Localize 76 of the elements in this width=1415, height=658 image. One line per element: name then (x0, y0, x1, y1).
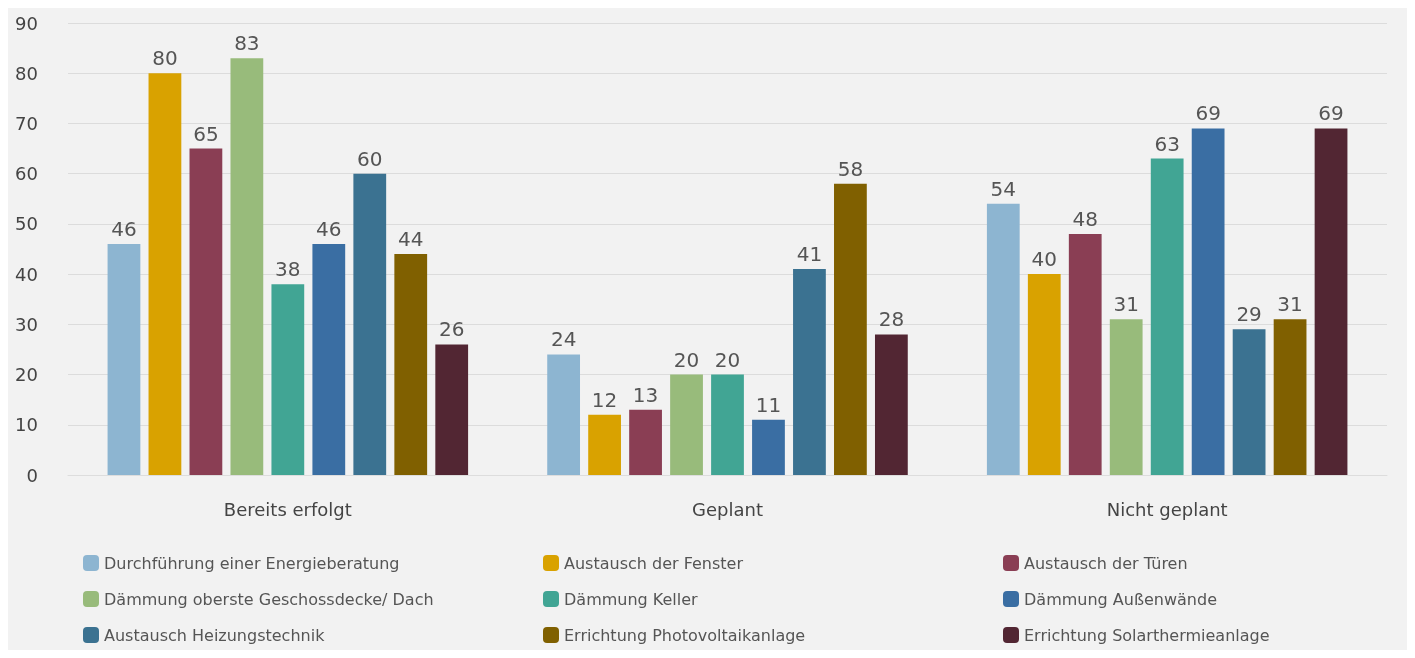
legend-label: Dämmung Außenwände (1024, 589, 1217, 609)
y-tick-label: 40 (15, 263, 38, 285)
bar (107, 243, 141, 475)
bar (1314, 128, 1348, 475)
bar (711, 374, 744, 475)
data-label: 40 (1031, 247, 1057, 272)
bar (547, 354, 581, 475)
data-label: 54 (990, 176, 1017, 201)
legend-label: Dämmung Keller (564, 589, 699, 609)
data-label: 48 (1072, 206, 1098, 231)
data-label: 69 (1195, 101, 1221, 126)
bar (1232, 329, 1266, 475)
data-label: 38 (275, 257, 301, 282)
bar (148, 73, 182, 475)
legend-label: Austausch der Fenster (564, 553, 744, 573)
bar (1191, 128, 1225, 475)
y-tick-label: 30 (15, 313, 38, 335)
data-label: 20 (714, 347, 741, 372)
bar (834, 183, 867, 475)
y-tick-label: 60 (15, 163, 38, 185)
data-label: 58 (837, 156, 864, 181)
y-tick-label: 90 (15, 12, 38, 34)
bar (230, 58, 264, 475)
data-label: 29 (1236, 302, 1262, 327)
data-label: 12 (591, 387, 618, 412)
bar (1150, 158, 1184, 475)
legend-label: Austausch der Türen (1024, 553, 1188, 573)
x-tick-label: Bereits erfolgt (223, 498, 352, 520)
data-label: 11 (755, 392, 782, 417)
data-label: 60 (357, 146, 383, 171)
bar (670, 374, 703, 475)
legend-label: Durchführung einer Energieberatung (104, 553, 400, 573)
y-tick-label: 0 (26, 464, 38, 486)
data-label: 83 (234, 31, 260, 56)
data-label: 24 (550, 327, 577, 352)
data-label: 26 (438, 317, 465, 342)
bar (752, 419, 785, 475)
bar (353, 173, 387, 475)
bar (629, 409, 662, 475)
data-label: 20 (673, 347, 700, 372)
data-label: 13 (632, 382, 659, 407)
bar (1068, 233, 1102, 475)
legend-label: Dämmung oberste Geschossdecke/ Dach (104, 589, 434, 609)
bar (312, 243, 346, 475)
bar (271, 284, 305, 475)
data-label: 46 (316, 216, 342, 241)
bar (1027, 274, 1061, 475)
bar (986, 203, 1020, 475)
bar (394, 254, 428, 475)
y-tick-label: 80 (15, 62, 38, 84)
data-label: 44 (398, 227, 424, 252)
data-label: 80 (152, 46, 178, 71)
y-tick-label: 10 (15, 414, 38, 436)
legend-label: Errichtung Photovoltaikanlage (564, 625, 806, 645)
bar (793, 269, 826, 475)
bar (874, 334, 908, 475)
x-tick-label: Nicht geplant (1106, 498, 1228, 520)
data-label: 69 (1318, 101, 1344, 126)
y-tick-label: 20 (15, 364, 38, 386)
y-tick-label: 50 (15, 213, 38, 235)
data-label: 65 (193, 121, 219, 146)
bar (1273, 319, 1307, 475)
bar (1109, 319, 1143, 475)
data-label: 31 (1277, 292, 1303, 317)
bar (435, 344, 469, 475)
legend-label: Errichtung Solarthermieanlage (1024, 625, 1270, 645)
data-label: 31 (1113, 292, 1139, 317)
x-tick-label: Geplant (692, 498, 763, 520)
bar (189, 148, 223, 475)
data-label: 28 (878, 307, 905, 332)
legend-label: Austausch Heizungstechnik (104, 625, 326, 645)
y-tick-label: 70 (15, 112, 38, 134)
bar (588, 414, 621, 475)
data-label: 46 (111, 216, 137, 241)
data-label: 41 (796, 242, 823, 267)
data-label: 63 (1154, 131, 1180, 156)
